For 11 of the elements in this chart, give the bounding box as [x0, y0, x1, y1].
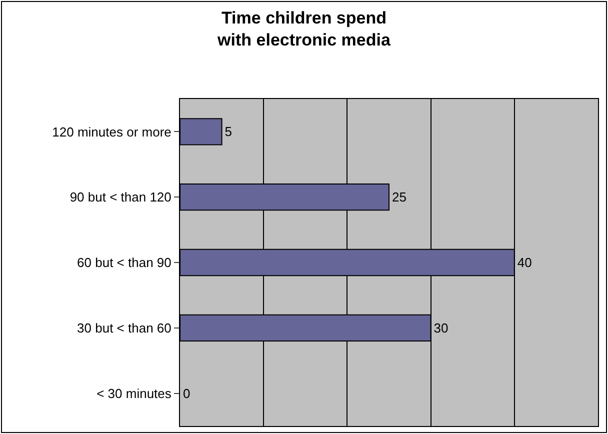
- data-label: 5: [224, 124, 232, 140]
- data-label: 25: [392, 190, 406, 205]
- y-tick-label: 90 but < than 120: [70, 190, 172, 205]
- chart-title: Time children spend with electronic media: [216, 8, 391, 50]
- y-tick-label: 30 but < than 60: [77, 320, 172, 336]
- data-label: 0: [183, 386, 190, 401]
- y-tick-label: < 30 minutes: [96, 386, 172, 401]
- y-tick-label: 60 but < than 90: [77, 255, 172, 270]
- y-tick-label: 120 minutes or more: [52, 124, 172, 140]
- data-label: 40: [517, 255, 532, 270]
- data-label: 30: [434, 320, 448, 336]
